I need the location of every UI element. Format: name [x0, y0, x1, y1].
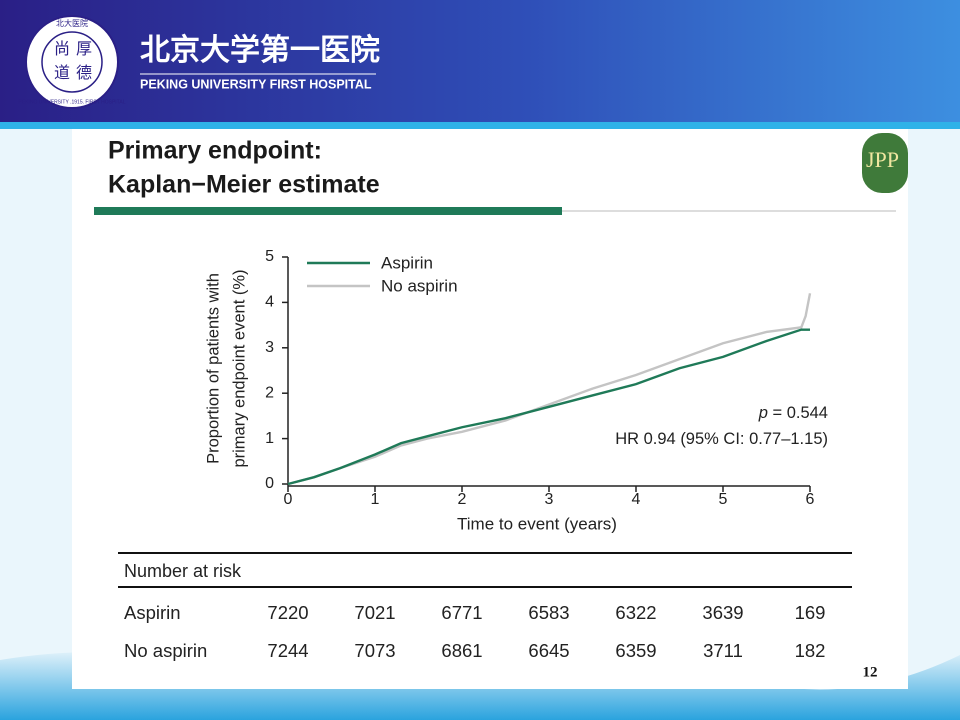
x-tick-label: 1 [371, 491, 380, 508]
seal-char: 德 [76, 64, 92, 82]
badge [862, 133, 908, 193]
seal-top: 北大医院 [56, 18, 88, 28]
series-line [287, 328, 810, 486]
hospital-name-en: PEKING UNIVERSITY FIRST HOSPITAL [140, 77, 372, 91]
table-cell: 7244 [267, 640, 308, 661]
table-cell: 182 [795, 640, 826, 661]
x-tick-label: 4 [632, 491, 641, 508]
hospital-name-cn: 北京大学第一医院 [140, 33, 380, 67]
header-strip [0, 122, 960, 129]
legend-label: No aspirin [381, 276, 458, 295]
x-tick-label: 2 [458, 491, 467, 508]
table-cell: 7021 [354, 602, 395, 623]
x-tick-label: 5 [719, 491, 728, 508]
table-cell: 169 [795, 602, 826, 623]
row-label: No aspirin [124, 640, 207, 661]
table-cell: 6359 [615, 640, 656, 661]
table-cell: 6771 [441, 602, 482, 623]
seal-char: 厚 [76, 41, 92, 58]
y-tick-label: 0 [265, 475, 274, 492]
y-tick-label: 4 [265, 294, 274, 311]
y-tick-label: 5 [265, 248, 274, 265]
table-title: Number at risk [124, 561, 242, 581]
y-tick-label: 3 [265, 339, 274, 356]
row-label: Aspirin [124, 602, 181, 623]
annotation-text: HR 0.94 (95% CI: 0.77–1.15) [615, 430, 828, 448]
header-band [0, 0, 960, 122]
seal-inner [41, 31, 103, 93]
table-cell: 3711 [703, 640, 743, 661]
annotation: p = 0.544 [758, 404, 828, 422]
table-cell: 6645 [528, 640, 569, 661]
slide-title: Primary endpoint: [108, 137, 322, 165]
seal-ring: PEKING UNIVERSITY .1915. FIRST HOSPITAL [19, 99, 126, 105]
x-tick-label: 0 [284, 491, 293, 508]
title-bar [94, 207, 562, 215]
slide-title: Kaplan−Meier estimate [108, 171, 380, 199]
y-tick-label: 2 [265, 384, 274, 401]
table-cell: 7073 [354, 640, 395, 661]
legend-label: Aspirin [381, 253, 433, 272]
seal-char: 尚 [54, 40, 70, 58]
page-number: 12 [863, 664, 878, 680]
table-cell: 6322 [615, 602, 656, 623]
table-cell: 6583 [528, 602, 569, 623]
annotation-italic: p [758, 404, 768, 422]
series-line [287, 293, 812, 486]
y-axis-label: primary endpoint event (%) [230, 269, 248, 467]
y-axis-label: Proportion of patients with [204, 273, 222, 464]
chart: 0 1 2 3 4 5 0 1 2 3 4 5 6 Time to event (years) Propor… [118, 248, 852, 661]
x-tick-label: 3 [545, 491, 554, 508]
slide-panel [72, 129, 908, 689]
badge-text: JPP [866, 147, 899, 172]
table-cell: 3639 [702, 602, 743, 623]
x-tick-label: 6 [806, 491, 815, 508]
seal-char: 道 [54, 64, 70, 82]
table-cell: 7220 [267, 602, 308, 623]
annotation: HR 0.94 (95% CI: 0.77–1.15) [615, 430, 828, 448]
y-tick-label: 1 [265, 430, 274, 447]
seal [25, 15, 119, 109]
annotation-text: = 0.544 [768, 404, 828, 422]
x-axis-label: Time to event (years) [457, 514, 617, 533]
table-cell: 6861 [441, 640, 482, 661]
